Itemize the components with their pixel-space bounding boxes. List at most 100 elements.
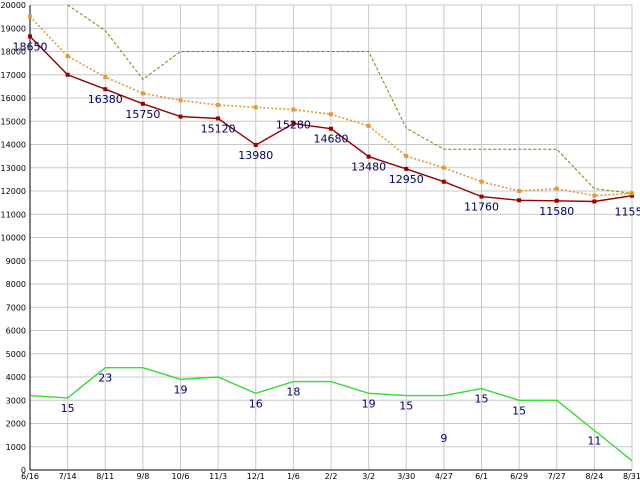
series-0-data-label-4: 13980 [238,149,273,162]
series-0-point-6 [253,142,258,147]
series-0-point-13 [517,198,522,203]
y-tick-label-12: 12000 [1,187,26,196]
series-0-point-0 [28,34,32,39]
series-1-point-9 [366,123,371,128]
y-tick-label-17: 17000 [1,71,26,80]
series-3-data-label-0: 15 [61,402,75,415]
x-tick-label-5: 11/3 [209,472,227,480]
series-0-point-10 [404,166,409,171]
x-tick-label-4: 10/6 [172,472,190,480]
x-tick-label-7: 1/6 [287,472,300,480]
series-0-data-label-2: 15750 [125,108,160,121]
series-0-point-11 [441,179,446,184]
series-1-point-0 [28,14,32,19]
series-0-point-8 [329,126,333,131]
y-tick-label-10: 10000 [1,234,26,243]
series-2 [67,4,633,194]
y-tick-label-0: 0 [21,466,26,475]
series-1-point-14 [554,186,559,191]
x-tick-label-2: 8/11 [96,472,114,480]
series-0-data-label-9: 11760 [464,201,499,214]
series-3-data-label-10: 11 [587,434,601,447]
x-tick-label-6: 12/1 [247,472,265,480]
series-0-point-1 [65,72,70,77]
series-1-point-4 [178,98,183,103]
series-0-point-12 [479,194,484,199]
y-tick-label-9: 9000 [6,257,26,266]
series-0-point-14 [554,198,559,203]
x-tick-label-12: 6/1 [475,472,488,480]
series-1-point-10 [404,154,409,159]
y-tick-label-19: 19000 [1,24,26,33]
series-3-data-label-7: 9 [440,432,447,445]
series-0-point-9 [366,154,371,159]
x-tick-label-11: 4/27 [435,472,453,480]
y-tick-label-14: 14000 [1,141,26,150]
y-tick-label-13: 13000 [1,164,26,173]
series-0-point-3 [140,101,145,106]
y-tick-label-7: 7000 [6,303,26,312]
y-tick-label-6: 6000 [6,327,26,336]
x-tick-label-16: 8/31 [623,472,640,480]
series-3-data-label-2: 19 [174,383,188,396]
x-tick-label-15: 8/24 [585,472,603,480]
series-3-data-label-5: 19 [362,397,376,410]
series-0-data-label-6: 14680 [314,133,349,146]
y-tick-label-8: 8000 [6,280,26,289]
series-1-point-6 [253,105,258,110]
series-0-point-7 [291,121,296,126]
series-0-point-2 [103,87,108,92]
y-tick-labels: 0 1000 2000 3000 4000 5000 6000 7000 8000 9000 100… [1,1,26,475]
series-0-data-label-3: 15120 [201,122,236,135]
x-tick-label-9: 3/2 [362,472,375,480]
y-tick-label-11: 11000 [1,210,26,219]
series-1-point-3 [140,91,145,96]
y-tick-label-5: 5000 [6,350,26,359]
series-3: 15 23 19 16 18 19 15 9 15 15 11 [29,367,633,462]
series-1 [28,14,634,198]
y-tick-label-20: 20000 [1,1,26,10]
y-tick-label-15: 15000 [1,117,26,126]
series-1-point-1 [65,54,70,59]
series-3-data-label-4: 18 [286,386,300,399]
series-3-data-label-1: 23 [98,372,112,385]
y-tick-label-2: 2000 [6,420,26,429]
series-1-point-5 [216,102,221,107]
y-tick-label-1: 1000 [6,443,26,452]
series-1-point-8 [329,112,333,117]
x-tick-label-10: 3/30 [397,472,415,480]
series-1-point-7 [291,107,296,112]
series-1-point-2 [103,75,108,80]
x-tick-label-14: 7/27 [548,472,566,480]
series-2-line [67,4,633,194]
series-1-point-12 [479,179,484,184]
series-3-data-label-3: 16 [249,397,263,410]
series-3-line [29,367,633,462]
series-3-data-label-8: 15 [475,393,489,406]
series-0-data-label-8: 12950 [389,173,424,186]
y-tick-label-18: 18000 [1,48,26,57]
series-0-point-15 [592,199,597,204]
series-0-data-label-10: 11580 [539,205,574,218]
series-1-point-11 [441,165,446,170]
series-0-data-label-5: 15280 [276,119,311,132]
y-tick-label-4: 4000 [6,373,26,382]
series-0-point-5 [216,116,221,121]
x-tick-label-13: 6/29 [510,472,528,480]
series-3-data-label-9: 15 [512,404,526,417]
x-tick-label-1: 7/14 [59,472,77,480]
x-tick-label-0: 6/16 [21,472,39,480]
x-tick-label-8: 2/2 [325,472,338,480]
series-0-point-4 [178,114,183,119]
series-1-point-13 [517,189,522,193]
series-0-point-16 [630,193,634,198]
x-tick-label-3: 9/8 [136,472,149,480]
series-1-point-16 [630,191,634,196]
series-1-point-15 [592,193,597,198]
grid-layer [29,4,633,471]
series-0-data-label-7: 13480 [351,161,386,174]
x-tick-labels: 6/16 7/14 8/11 9/8 10/6 11/3 12/1 1/6 2/2 3/2 3/30… [21,472,640,480]
series-0-data-label-1: 16380 [88,93,123,106]
